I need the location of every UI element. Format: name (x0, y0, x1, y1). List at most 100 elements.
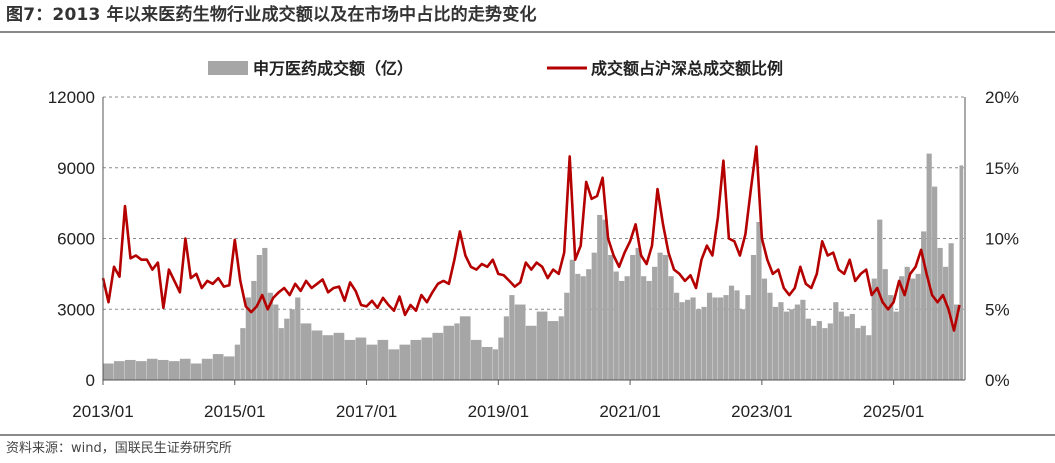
bar (657, 252, 663, 380)
bar (624, 276, 630, 380)
bar (789, 309, 795, 380)
bar (932, 186, 938, 380)
bar (888, 295, 894, 380)
bar (602, 219, 608, 380)
bar (800, 299, 806, 380)
bar (811, 325, 817, 380)
x-tick-label: 2013/01 (72, 402, 133, 421)
bar (877, 219, 883, 380)
bar (690, 297, 696, 380)
bar (921, 231, 927, 380)
bar (481, 346, 493, 380)
bar (706, 292, 713, 380)
bar (284, 318, 290, 380)
bar (234, 344, 240, 380)
bar (157, 359, 169, 380)
bar (421, 337, 433, 380)
gridlines (103, 96, 965, 310)
bar (124, 359, 136, 380)
bar (915, 273, 921, 380)
x-tick-label: 2019/01 (468, 402, 529, 421)
legend-label-line: 成交额占沪深总成交额比例 (591, 59, 783, 78)
bar (701, 306, 707, 380)
bar (619, 280, 625, 380)
bar (783, 311, 790, 380)
bar (344, 339, 356, 380)
bar (954, 304, 960, 380)
legend-label-bars: 申万医药成交额（亿） (253, 59, 413, 78)
bar (597, 214, 603, 380)
bar (728, 285, 735, 380)
bar (569, 259, 575, 380)
bar (168, 361, 180, 380)
bar (668, 276, 674, 380)
bar (503, 316, 509, 380)
bar (959, 165, 964, 380)
bar (794, 304, 800, 380)
bar (295, 297, 301, 380)
bar (871, 278, 877, 380)
bar (663, 255, 669, 380)
bar (267, 292, 273, 380)
bar (399, 344, 411, 380)
bar (525, 325, 537, 380)
bar (300, 323, 312, 380)
bar (311, 330, 323, 380)
bar (377, 339, 389, 380)
source-note: 资料来源：wind，国联民生证券研究所 (6, 441, 232, 456)
bar (547, 321, 559, 380)
bar (756, 221, 762, 380)
bar (586, 269, 592, 380)
bar (767, 292, 773, 380)
bar (860, 325, 866, 380)
y-left-tick-label: 12000 (48, 88, 95, 107)
y-left-tick-label: 6000 (57, 230, 95, 249)
bar (212, 354, 224, 380)
bar (679, 302, 685, 380)
line-series (101, 145, 961, 332)
bar (498, 337, 504, 380)
y-right-tick-label: 0% (985, 371, 1010, 390)
y-right-tick-label: 15% (985, 159, 1019, 178)
bar (717, 297, 724, 380)
bar (432, 332, 444, 380)
bar (580, 276, 586, 380)
bar (608, 255, 614, 380)
bar (844, 316, 850, 380)
bar (245, 297, 251, 380)
bar (443, 325, 455, 380)
bar (805, 318, 811, 380)
bar (904, 266, 910, 380)
bar (459, 316, 471, 380)
chart-canvas: 申万医药成交额（亿） 成交额占沪深总成交额比例 0 3000 6000 9000 120… (48, 59, 1019, 421)
bar (943, 266, 949, 380)
x-tick-label: 2021/01 (599, 402, 660, 421)
bar (366, 344, 378, 380)
bar (388, 349, 400, 380)
bar (190, 363, 202, 380)
y-right-tick-label: 5% (985, 300, 1010, 319)
bar (240, 328, 246, 380)
bar (723, 295, 729, 380)
bar-series (103, 153, 964, 380)
x-tick-label: 2017/01 (336, 402, 397, 421)
bar (778, 302, 784, 380)
bar (761, 278, 768, 380)
bar (591, 252, 597, 380)
bar (256, 255, 262, 380)
bar (948, 243, 954, 380)
bar (410, 339, 422, 380)
bar (564, 292, 570, 380)
bar (470, 339, 482, 380)
bar (613, 271, 619, 380)
bar (103, 363, 114, 380)
bar (772, 306, 779, 380)
x-tick-label: 2025/01 (863, 402, 924, 421)
bar (113, 361, 125, 380)
bar (899, 276, 905, 380)
bar (849, 313, 855, 380)
bar (893, 311, 899, 380)
bar (135, 361, 147, 380)
bar (146, 358, 158, 380)
bar (262, 247, 268, 380)
